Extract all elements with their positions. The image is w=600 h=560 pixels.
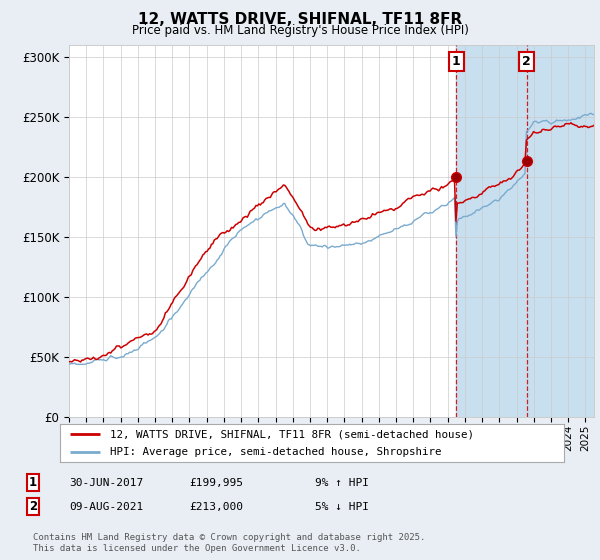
Text: £213,000: £213,000: [189, 502, 243, 512]
Bar: [456, 45, 594, 417]
Text: 9% ↑ HPI: 9% ↑ HPI: [315, 478, 369, 488]
Text: 30-JUN-2017: 30-JUN-2017: [69, 478, 143, 488]
Text: 2: 2: [523, 55, 531, 68]
Text: 12, WATTS DRIVE, SHIFNAL, TF11 8FR (semi-detached house): 12, WATTS DRIVE, SHIFNAL, TF11 8FR (semi…: [110, 429, 475, 439]
Text: Contains HM Land Registry data © Crown copyright and database right 2025.
This d: Contains HM Land Registry data © Crown c…: [33, 533, 425, 553]
Text: 2: 2: [29, 500, 37, 514]
Text: £199,995: £199,995: [189, 478, 243, 488]
Text: Price paid vs. HM Land Registry's House Price Index (HPI): Price paid vs. HM Land Registry's House …: [131, 24, 469, 36]
Text: 1: 1: [29, 476, 37, 489]
Text: 1: 1: [452, 55, 461, 68]
Text: 12, WATTS DRIVE, SHIFNAL, TF11 8FR: 12, WATTS DRIVE, SHIFNAL, TF11 8FR: [138, 12, 462, 27]
Text: 5% ↓ HPI: 5% ↓ HPI: [315, 502, 369, 512]
Text: HPI: Average price, semi-detached house, Shropshire: HPI: Average price, semi-detached house,…: [110, 447, 442, 458]
Text: 09-AUG-2021: 09-AUG-2021: [69, 502, 143, 512]
